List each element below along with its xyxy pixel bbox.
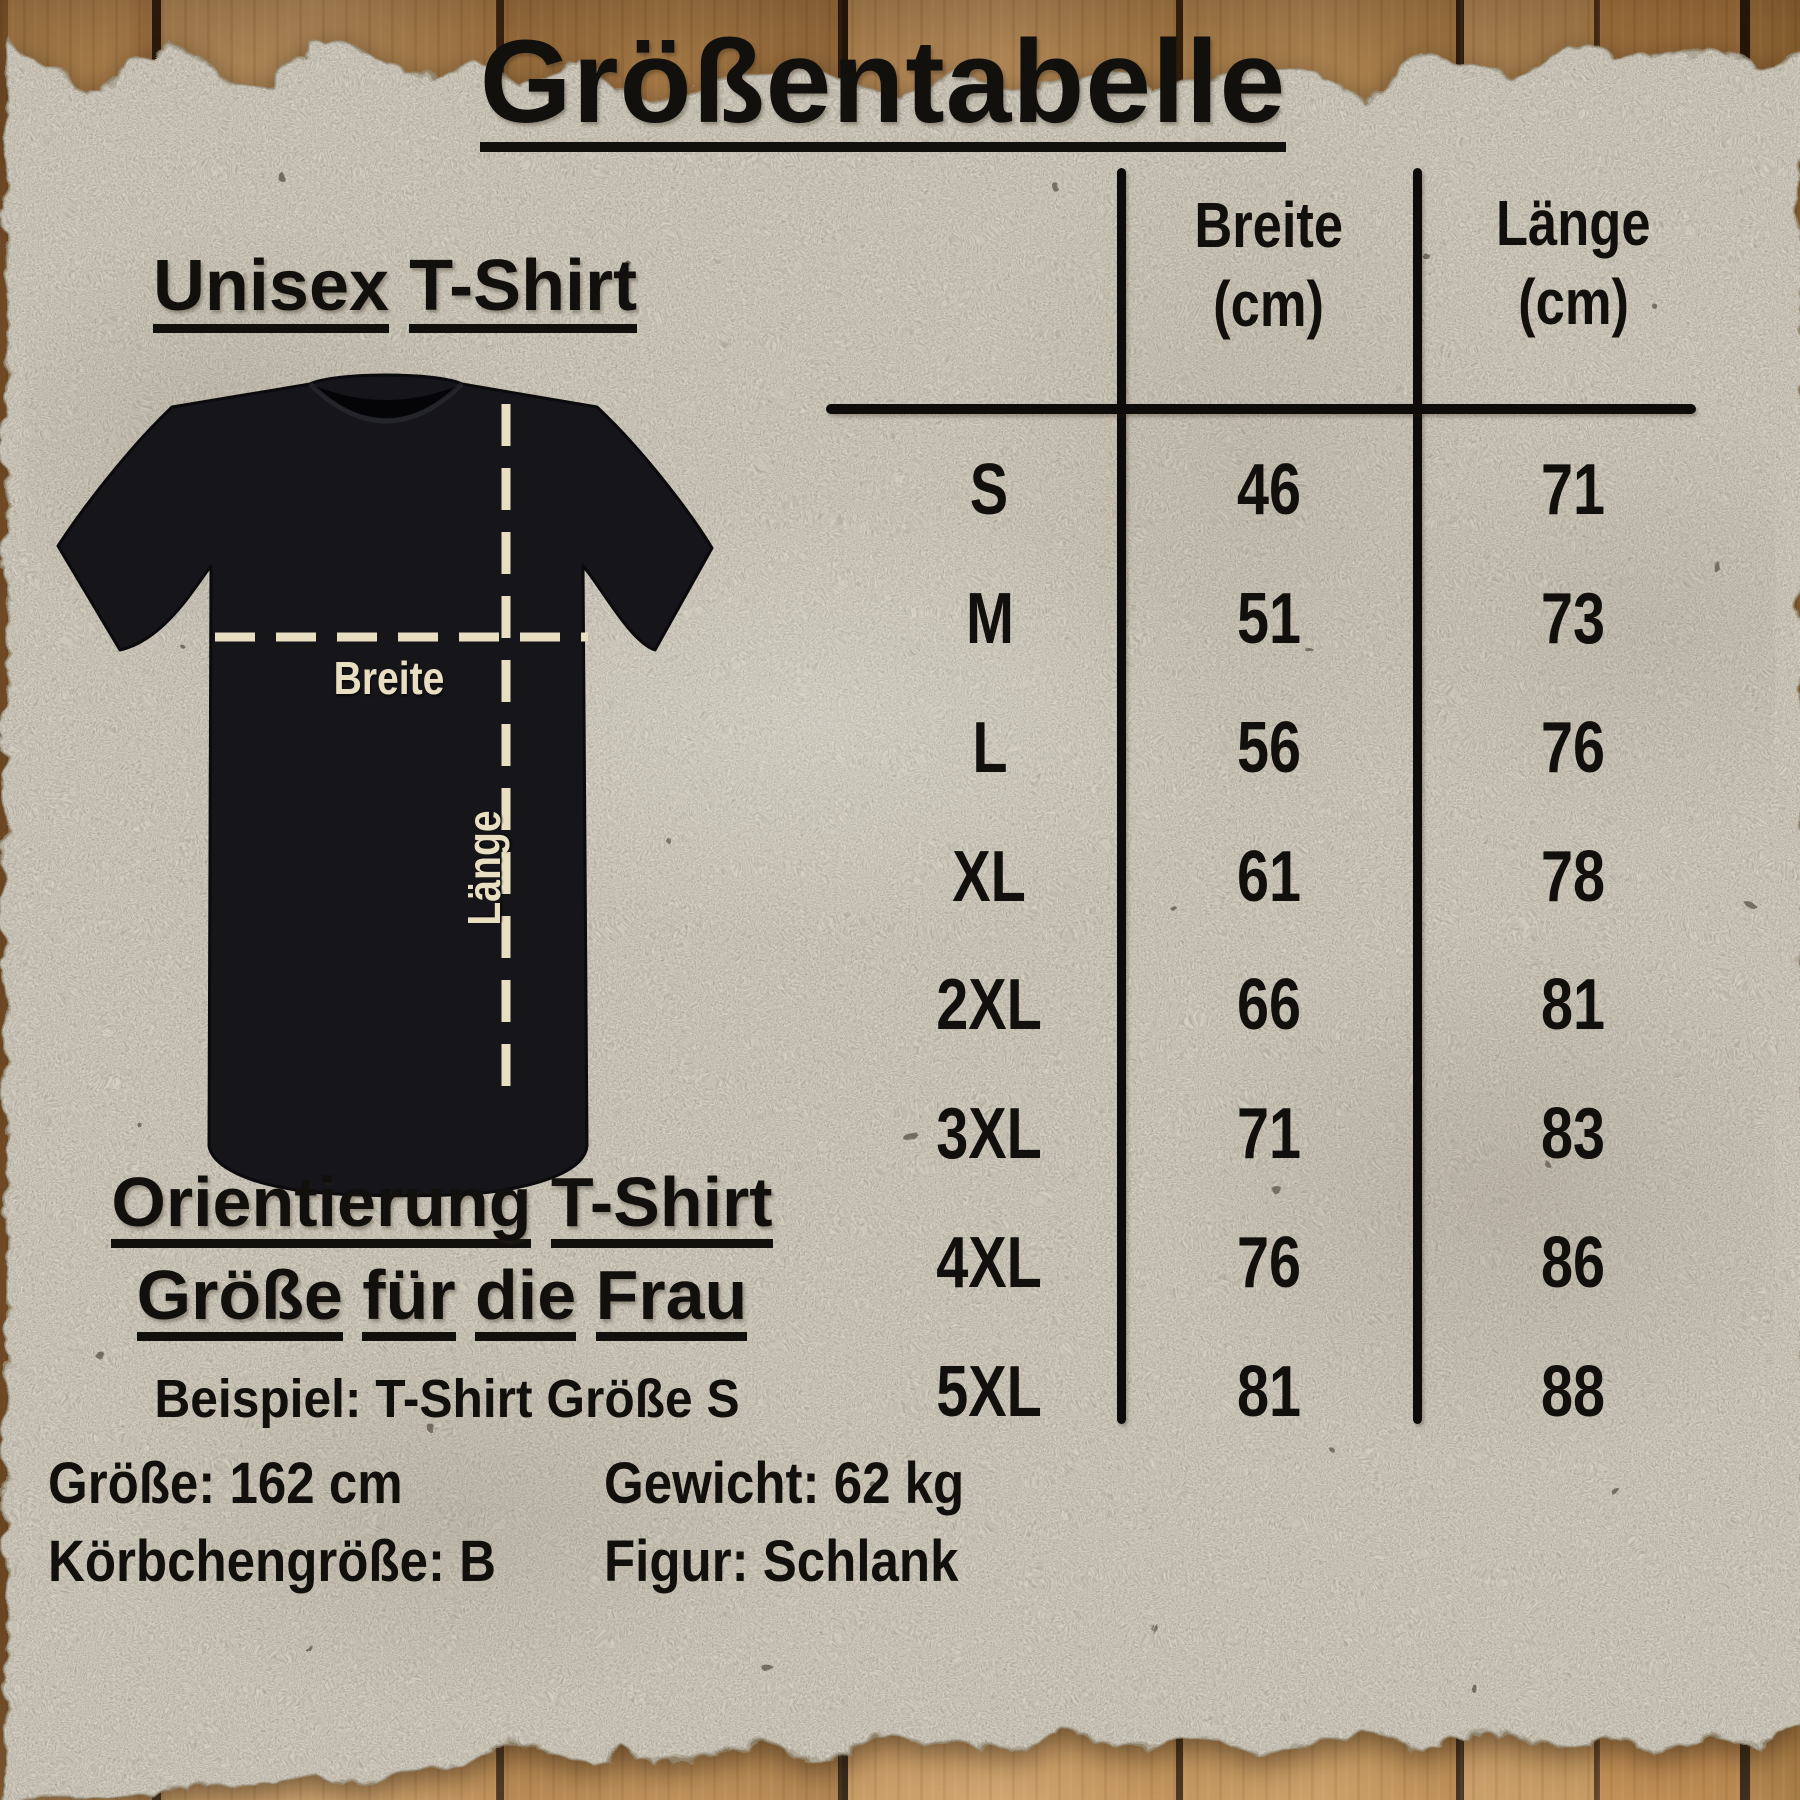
cell-laenge: 83 xyxy=(1541,1094,1606,1175)
cell-breite: 61 xyxy=(1236,836,1302,917)
cell-laenge: 88 xyxy=(1541,1351,1606,1432)
table-row: M 51 73 xyxy=(720,555,1730,684)
size-chart-rows: S 46 71 M 51 73 L 56 76 XL 61 78 xyxy=(720,426,1730,1456)
table-row: 2XL 66 81 xyxy=(720,941,1730,1070)
table-row: 5XL 81 88 xyxy=(720,1327,1730,1456)
tshirt-collar-seam xyxy=(308,382,464,424)
column-header-laenge-label: Länge xyxy=(1496,187,1651,259)
detail-height: Größe: 162 cm xyxy=(48,1451,403,1516)
unisex-heading: Unisex T-Shirt xyxy=(95,248,695,334)
cell-size: 2XL xyxy=(936,965,1043,1046)
page-title: Größentabelle xyxy=(433,22,1333,153)
table-divider-right xyxy=(1413,168,1422,1424)
orientation-heading-line1: Orientierung T-Shirt xyxy=(42,1165,842,1249)
detail-cup-size: Körbchengröße: B xyxy=(48,1529,497,1594)
cell-size: L xyxy=(971,707,1008,788)
cell-size: 4XL xyxy=(936,1222,1043,1303)
cell-size: S xyxy=(970,450,1009,531)
column-header-breite: Breite (cm) xyxy=(1121,186,1417,344)
cell-laenge: 73 xyxy=(1541,579,1606,660)
cell-breite: 76 xyxy=(1236,1222,1302,1303)
table-divider-left xyxy=(1117,168,1126,1424)
cell-laenge: 86 xyxy=(1541,1222,1606,1303)
table-row: L 56 76 xyxy=(720,684,1730,813)
tshirt-graphic xyxy=(56,373,714,1198)
cell-laenge: 71 xyxy=(1541,450,1606,531)
cell-size: 5XL xyxy=(936,1351,1043,1432)
column-header-breite-unit: (cm) xyxy=(1213,268,1325,340)
shirt-width-label: Breite xyxy=(333,652,445,704)
detail-weight: Gewicht: 62 kg xyxy=(604,1451,965,1516)
detail-figure: Figur: Schlank xyxy=(604,1529,959,1594)
cell-laenge: 78 xyxy=(1541,836,1606,917)
shirt-length-label: Länge xyxy=(458,810,510,926)
tshirt-silhouette xyxy=(56,373,714,1198)
column-header-breite-label: Breite xyxy=(1194,189,1344,261)
table-row: 3XL 71 83 xyxy=(720,1070,1730,1199)
table-row: 4XL 76 86 xyxy=(720,1199,1730,1328)
cell-breite: 51 xyxy=(1236,579,1302,660)
example-text: Beispiel: T-Shirt Größe S xyxy=(154,1369,740,1429)
column-header-laenge: Länge (cm) xyxy=(1417,184,1730,342)
column-header-laenge-unit: (cm) xyxy=(1518,266,1629,338)
cell-breite: 66 xyxy=(1236,965,1302,1046)
cell-breite: 46 xyxy=(1236,450,1302,531)
table-header-rule xyxy=(826,404,1696,414)
cell-breite: 71 xyxy=(1236,1094,1302,1175)
cell-laenge: 81 xyxy=(1541,965,1606,1046)
cell-breite: 56 xyxy=(1236,707,1302,788)
cell-size: 3XL xyxy=(936,1094,1043,1175)
cell-breite: 81 xyxy=(1236,1351,1302,1432)
table-row: S 46 71 xyxy=(720,426,1730,555)
cell-laenge: 76 xyxy=(1541,707,1606,788)
cell-size: XL xyxy=(952,836,1027,917)
table-row: XL 61 78 xyxy=(720,812,1730,941)
orientation-heading-line2: Größe für die Frau xyxy=(42,1258,842,1342)
cell-size: M xyxy=(965,579,1014,660)
